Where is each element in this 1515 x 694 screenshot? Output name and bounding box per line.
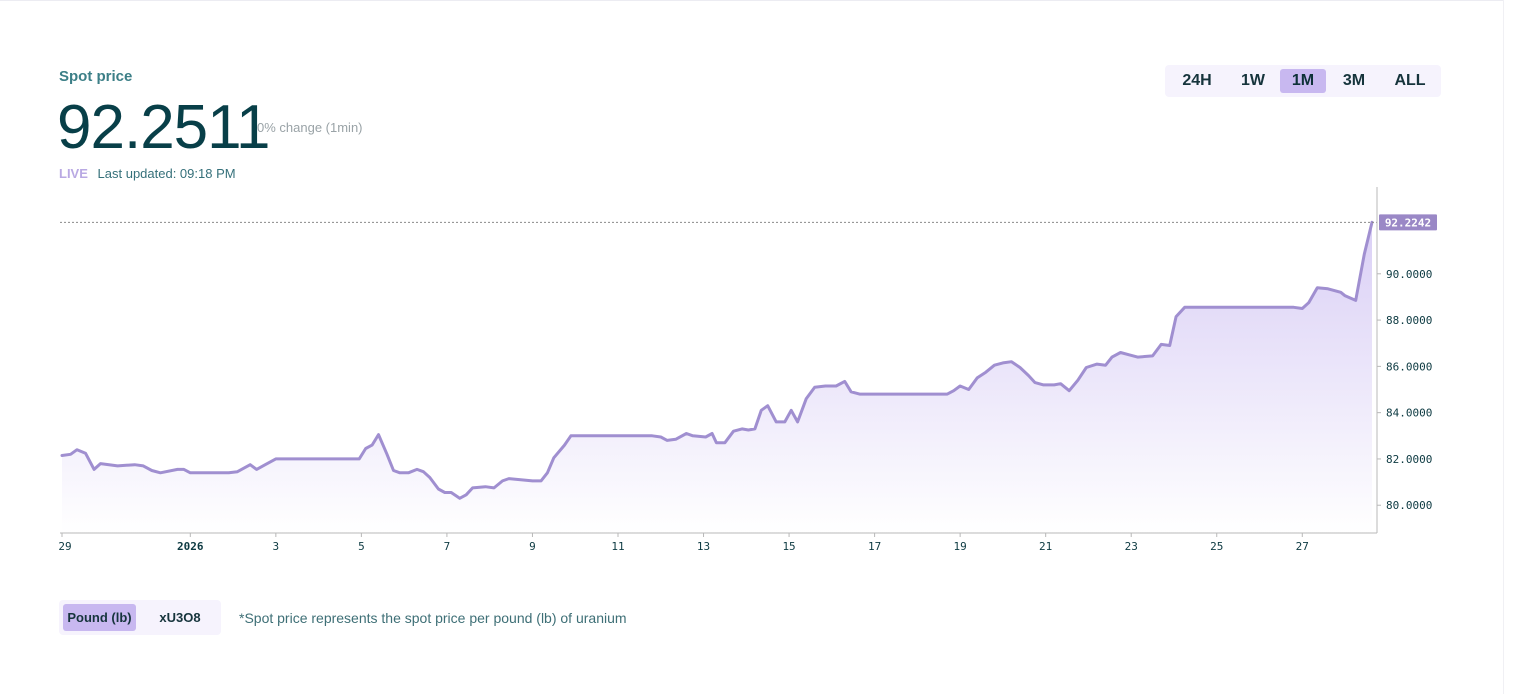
x-tick-label: 13: [697, 540, 710, 553]
footnote: *Spot price represents the spot price pe…: [239, 610, 627, 626]
x-tick-label: 27: [1296, 540, 1309, 553]
x-tick-label: 23: [1125, 540, 1138, 553]
range-button-all[interactable]: ALL: [1394, 72, 1426, 89]
x-tick-label: 15: [782, 540, 795, 553]
x-tick-label: 17: [868, 540, 881, 553]
price-line: [60, 220, 1374, 500]
unit-button-xu3o8[interactable]: xU3O8: [159, 610, 201, 625]
range-button-1m[interactable]: 1M: [1280, 69, 1326, 93]
range-button-3m[interactable]: 3M: [1342, 72, 1366, 89]
unit-button-pound[interactable]: Pound (lb): [63, 604, 136, 631]
current-price-badge-label: 92.2242: [1385, 216, 1431, 229]
price-area: [62, 222, 1372, 534]
x-tick-label: 19: [954, 540, 967, 553]
x-tick-label: 9: [529, 540, 536, 553]
x-tick-label: 7: [444, 540, 451, 553]
range-button-1w[interactable]: 1W: [1241, 72, 1265, 89]
current-price: 92.2511: [57, 93, 271, 162]
x-tick-label: 3: [273, 540, 280, 553]
x-tick-label: 5: [358, 540, 365, 553]
section-title: Spot price: [59, 68, 133, 85]
live-status-row: LIVE Last updated: 09:18 PM: [59, 166, 236, 181]
unit-toggle: Pound (lb) xU3O8: [59, 600, 221, 635]
range-button-24h[interactable]: 24H: [1182, 72, 1212, 89]
current-price-badge: [1379, 214, 1437, 231]
x-tick-label: 29: [58, 540, 71, 553]
top-divider: [0, 0, 1503, 1]
time-range-selector: 24H 1W 1M 3M ALL: [1165, 65, 1441, 97]
y-tick-label: 86.0000: [1386, 360, 1432, 373]
x-tick-label: 11: [611, 540, 624, 553]
y-tick-label: 90.0000: [1386, 268, 1432, 281]
right-divider: [1503, 0, 1504, 694]
x-tick-label: 25: [1210, 540, 1223, 553]
y-tick-label: 88.0000: [1386, 314, 1432, 327]
live-badge: LIVE: [59, 166, 88, 181]
y-tick-label: 80.0000: [1386, 499, 1432, 512]
last-updated-text: Last updated: 09:18 PM: [97, 166, 236, 181]
y-tick-label: 82.0000: [1386, 453, 1432, 466]
price-change: 0% change (1min): [257, 120, 363, 135]
x-tick-label: 2026: [177, 540, 204, 553]
y-tick-label: 84.0000: [1386, 407, 1432, 420]
x-tick-label: 21: [1039, 540, 1052, 553]
